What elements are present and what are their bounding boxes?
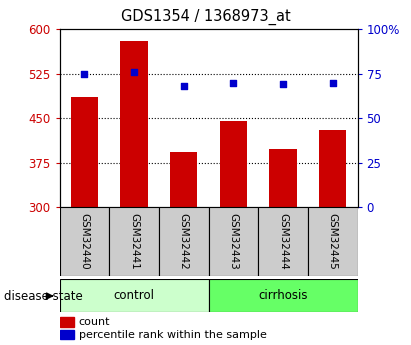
Text: GSM32441: GSM32441 [129, 213, 139, 270]
Text: GSM32442: GSM32442 [179, 213, 189, 270]
Point [131, 69, 137, 75]
Bar [319, 130, 346, 207]
Bar [170, 152, 197, 207]
Bar [208, 207, 258, 276]
Bar [109, 207, 159, 276]
Point [180, 83, 187, 89]
Text: GSM32440: GSM32440 [79, 213, 90, 270]
Text: disease state: disease state [4, 289, 83, 303]
Bar [60, 317, 74, 326]
Point [280, 82, 286, 87]
Text: GSM32444: GSM32444 [278, 213, 288, 270]
Bar [220, 121, 247, 207]
Bar [60, 207, 109, 276]
Text: GSM32445: GSM32445 [328, 213, 338, 270]
Text: cirrhosis: cirrhosis [259, 289, 308, 302]
Bar [71, 97, 98, 207]
Bar [60, 331, 74, 339]
Point [81, 71, 88, 77]
Text: count: count [79, 317, 110, 327]
Text: percentile rank within the sample: percentile rank within the sample [79, 330, 267, 340]
Point [330, 80, 336, 85]
Bar [208, 279, 358, 312]
Bar [159, 207, 208, 276]
Bar [270, 149, 297, 207]
Bar [308, 207, 358, 276]
Text: control: control [113, 289, 155, 302]
Bar [60, 279, 209, 312]
Text: GDS1354 / 1368973_at: GDS1354 / 1368973_at [120, 9, 291, 25]
Bar [258, 207, 308, 276]
Bar [120, 41, 148, 207]
Point [230, 80, 237, 85]
Text: GSM32443: GSM32443 [229, 213, 238, 270]
